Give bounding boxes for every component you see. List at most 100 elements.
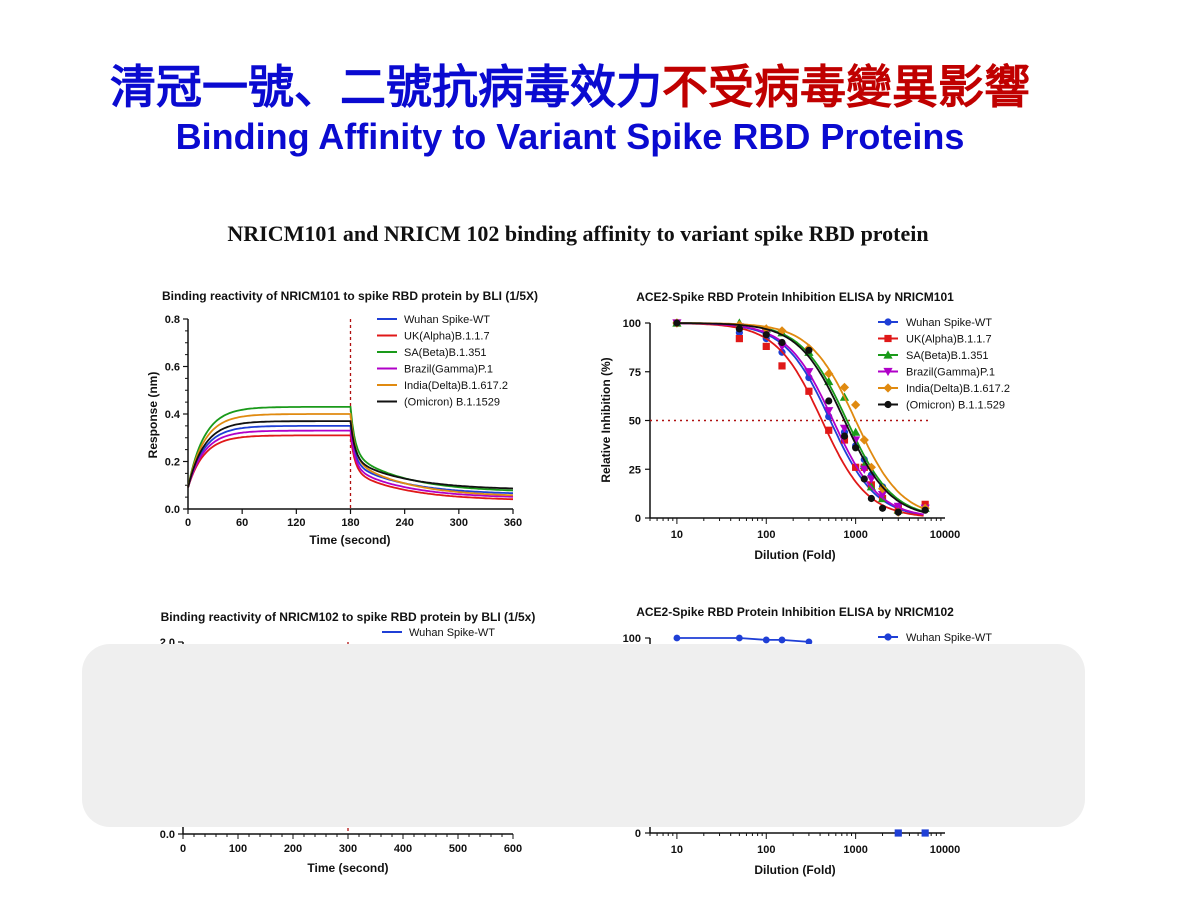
data-point — [762, 342, 770, 350]
x-tick-label: 100 — [757, 529, 775, 541]
legend-label: Wuhan Spike-WT — [404, 314, 490, 326]
slide-title-english: Binding Affinity to Variant Spike RBD Pr… — [175, 116, 965, 157]
x-tick-label: 100 — [757, 844, 775, 856]
title-cn-blue: 清冠一號、二號抗病毒效力 — [110, 60, 662, 114]
data-point — [894, 508, 902, 516]
fit-curve — [676, 322, 924, 516]
data-point — [851, 400, 861, 410]
data-point — [825, 426, 833, 434]
data-point — [824, 407, 834, 416]
data-point — [894, 829, 902, 837]
y-tick-label: 25 — [629, 464, 641, 476]
y-tick-label: 100 — [623, 318, 641, 330]
data-point — [735, 325, 743, 333]
x-tick-label: 10000 — [930, 529, 961, 541]
chart-bli-nricm101: Binding reactivity of NRICM101 to spike … — [146, 289, 538, 547]
series-line — [187, 420, 514, 490]
x-tick-label: 200 — [284, 843, 302, 855]
data-point — [884, 633, 892, 641]
y-tick-label: 0 — [635, 828, 641, 840]
chart-title: ACE2-Spike RBD Protein Inhibition ELISA … — [636, 290, 954, 304]
chart-bli-nricm102: Binding reactivity of NRICM102 to spike … — [160, 610, 536, 875]
data-point — [884, 400, 892, 409]
data-point — [673, 319, 681, 327]
series-line — [187, 413, 514, 497]
data-point — [762, 331, 770, 339]
fit-curve — [676, 322, 924, 516]
legend-label: India(Delta)B.1.617.2 — [404, 380, 508, 392]
x-tick-label: 60 — [236, 517, 248, 529]
y-tick-label: 0.0 — [160, 829, 175, 841]
data-point — [852, 463, 860, 471]
legend-label: India(Delta)B.1.617.2 — [906, 383, 1010, 395]
x-tick-label: 0 — [180, 843, 186, 855]
legend-label: SA(Beta)B.1.351 — [404, 347, 487, 359]
data-point — [778, 362, 786, 370]
legend-label: Wuhan Spike-WT — [409, 627, 495, 639]
x-tick-label: 120 — [287, 517, 305, 529]
data-point — [877, 491, 888, 500]
chart-title: Binding reactivity of NRICM102 to spike … — [161, 610, 536, 624]
data-point — [883, 350, 893, 359]
legend-label: Wuhan Spike-WT — [906, 632, 992, 644]
legend-label: Brazil(Gamma)P.1 — [906, 367, 995, 379]
legend-label: (Omicron) B.1.1.529 — [906, 400, 1005, 412]
slide-title-chinese: 清冠一號、二號抗病毒效力不受病毒變異影響 — [0, 62, 1140, 112]
y-tick-label: 0.4 — [165, 409, 181, 421]
y-axis-label: Relative Inhibition (%) — [599, 357, 613, 482]
y-axis-label: Response (nm) — [146, 372, 160, 459]
fit-curve — [676, 322, 924, 513]
x-tick-label: 300 — [339, 843, 357, 855]
data-point — [884, 334, 892, 343]
legend-label: UK(Alpha)B.1.1.7 — [906, 334, 992, 346]
x-tick-label: 1000 — [843, 844, 867, 856]
data-point — [851, 427, 861, 436]
x-tick-label: 500 — [449, 843, 467, 855]
series-line — [187, 406, 514, 492]
fit-curve — [676, 637, 809, 643]
x-tick-label: 0 — [185, 517, 191, 529]
x-tick-label: 100 — [229, 843, 247, 855]
data-point — [859, 435, 869, 445]
data-point — [852, 444, 860, 452]
data-point — [840, 432, 849, 440]
legend-label: UK(Alpha)B.1.1.7 — [404, 331, 490, 343]
x-tick-label: 600 — [504, 843, 522, 855]
x-tick-label: 240 — [395, 517, 413, 529]
x-tick-label: 10000 — [930, 844, 961, 856]
data-point — [893, 502, 903, 511]
fit-curve — [676, 322, 924, 513]
fit-curve — [676, 322, 924, 510]
chart-title: Binding reactivity of NRICM101 to spike … — [162, 289, 538, 303]
x-axis-label: Time (second) — [307, 861, 388, 875]
data-point — [884, 318, 892, 326]
data-point — [878, 504, 887, 512]
y-tick-label: 0.8 — [165, 314, 180, 326]
legend-label: Brazil(Gamma)P.1 — [404, 364, 493, 376]
data-point — [883, 383, 893, 393]
data-point — [778, 338, 786, 347]
x-axis-label: Dilution (Fold) — [754, 863, 835, 877]
series-line — [187, 429, 514, 498]
y-tick-label: 0.0 — [165, 504, 180, 516]
data-point — [673, 634, 681, 642]
data-point — [805, 387, 813, 395]
data-point — [867, 494, 875, 503]
legend-label: (Omicron) B.1.1529 — [404, 397, 500, 409]
x-tick-label: 300 — [450, 517, 468, 529]
data-point — [921, 506, 929, 514]
plot-area: 0 25 50 75 100 10 100 1000 10000 Wuhan Spike-WT UK… — [623, 317, 1010, 541]
x-tick-label: 10 — [671, 844, 683, 856]
data-point — [859, 465, 869, 474]
data-point — [840, 436, 849, 444]
data-point — [866, 462, 876, 472]
y-tick-label: 0 — [635, 513, 641, 525]
chart-elisa-nricm101: ACE2-Spike RBD Protein Inhibition ELISA … — [599, 290, 1010, 562]
title-cn-red: 不受病毒變異影響 — [662, 60, 1030, 114]
data-point — [877, 484, 888, 494]
fit-curve — [676, 322, 924, 517]
x-tick-label: 180 — [341, 517, 359, 529]
data-point — [735, 634, 743, 642]
data-point — [762, 636, 770, 644]
y-tick-label: 75 — [629, 367, 641, 379]
